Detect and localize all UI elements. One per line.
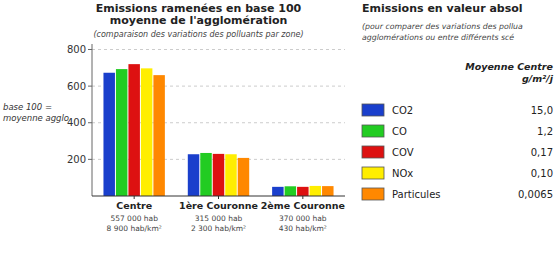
bar: [322, 186, 333, 196]
bar: [225, 154, 236, 196]
title: Emissions en valeur absol: [362, 2, 523, 15]
bar: [310, 186, 321, 196]
legend-swatch: [362, 125, 384, 137]
bar: [153, 75, 164, 196]
legend-entry: Particules: [392, 189, 441, 200]
legend-swatch: [362, 167, 384, 179]
column-label: g/m²/j: [522, 73, 554, 84]
bar: [188, 154, 199, 196]
category-detail: 370 000 hab: [279, 214, 327, 223]
category-detail: 430 hab/km²: [279, 224, 327, 233]
column-label: Moyenne Centre: [465, 61, 553, 72]
y-tick: [88, 159, 92, 160]
x-tick: [134, 196, 135, 199]
y-tick: [88, 122, 92, 123]
bars: [103, 64, 333, 196]
y-tick-label: 800: [67, 44, 86, 55]
y-axis-line: [92, 44, 93, 196]
bar: [141, 68, 152, 196]
table-value: 0,10: [531, 168, 553, 179]
legend-entry: COV: [392, 147, 414, 158]
legend-swatch: [362, 104, 384, 116]
table-value: 0,17: [531, 147, 553, 158]
table-value: 15,0: [531, 105, 553, 116]
bar: [285, 186, 296, 196]
bar: [213, 154, 224, 196]
table-value: 0,0065: [518, 189, 553, 200]
legend: CO2 15,0 CO 1,2 COV 0,17 NOx 0,10 Particules 0,00…: [362, 104, 553, 200]
subtitle: (comparaison des variations des polluant…: [93, 30, 303, 39]
chart: Emissions ramenées en base 100moyenne de…: [0, 0, 559, 254]
bar: [116, 69, 127, 196]
legend-entry: NOx: [392, 168, 413, 179]
subtitle: agglomérations ou entre différents scé: [362, 33, 514, 42]
title: moyenne de l'agglomération: [110, 14, 288, 27]
y-axis-label-line: moyenne agglo: [3, 113, 69, 123]
y-tick-label: 600: [67, 81, 86, 92]
y-axis-label-line: base 100 =: [3, 102, 52, 112]
legend-swatch: [362, 188, 384, 200]
y-tick: [88, 86, 92, 87]
y-tick-label: 400: [67, 117, 86, 128]
x-tick: [218, 196, 219, 199]
bar: [128, 64, 139, 196]
subtitle: (pour comparer des variations des pollua: [362, 22, 523, 31]
y-axis-label: base 100 =moyenne agglo: [3, 102, 69, 123]
x-tick: [302, 196, 303, 199]
bar: [272, 187, 283, 196]
legend-entry: CO: [392, 126, 407, 137]
x-tick-label: 1ère Couronne: [179, 200, 258, 211]
category-detail: 2 300 hab/km²: [191, 224, 246, 233]
legend-swatch: [362, 146, 384, 158]
category-detail: 8 900 hab/km²: [107, 224, 162, 233]
bar: [238, 158, 249, 196]
category-detail: 315 000 hab: [195, 214, 243, 223]
y-tick: [88, 49, 92, 50]
bar: [297, 187, 308, 196]
table-value: 1,2: [537, 126, 553, 137]
grid-line: [92, 49, 345, 50]
x-tick-label: Centre: [116, 200, 152, 211]
legend-entry: CO2: [392, 105, 413, 116]
x-tick-label: 2ème Couronne: [261, 200, 345, 211]
y-tick-label: 200: [67, 154, 86, 165]
bar: [200, 153, 211, 196]
category-detail: 557 000 hab: [110, 214, 158, 223]
bar: [103, 73, 114, 196]
